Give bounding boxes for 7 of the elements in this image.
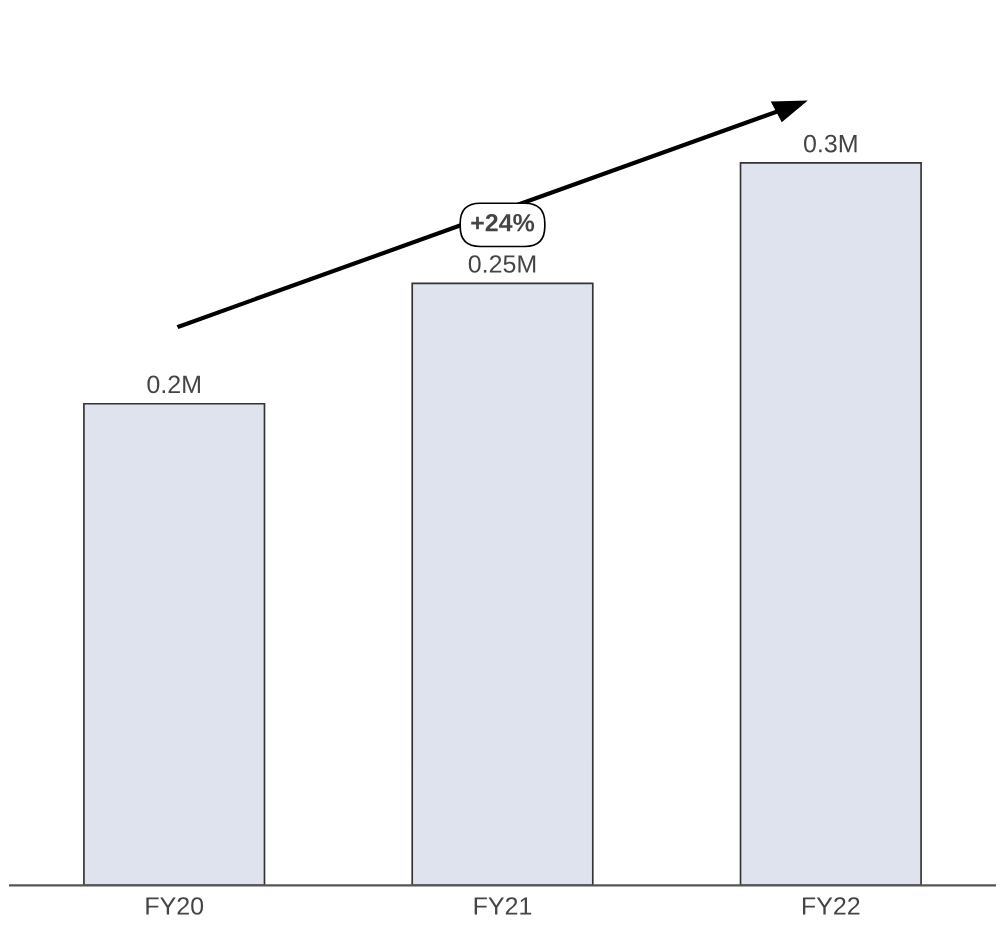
x-tick-label: FY22 [802, 897, 860, 915]
data-label: 0.3M [803, 134, 857, 153]
x-tick-label: FY21 [474, 897, 532, 915]
x-tick-label: FY20 [146, 897, 204, 915]
annotation: +24% [471, 213, 535, 232]
data-label: 0.2M [147, 375, 200, 394]
data-label: 0.25M [468, 255, 536, 273]
